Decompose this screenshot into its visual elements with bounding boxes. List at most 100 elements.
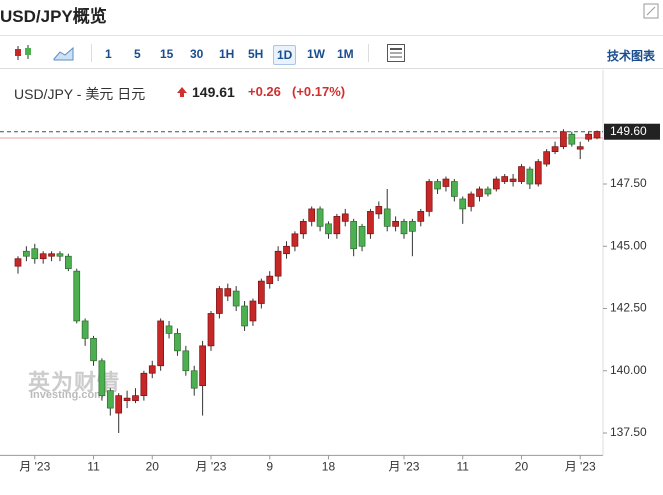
candle-body [81, 320, 89, 339]
price: 149.61 [192, 84, 235, 100]
candle-body [182, 350, 190, 372]
candle-body [560, 131, 567, 148]
instrument-name: USD/JPY - 美元 日元 [14, 86, 146, 102]
interval-selected[interactable]: 1D [273, 45, 297, 65]
up-arrow [177, 87, 187, 97]
candle-body [585, 133, 592, 140]
candle-body [518, 166, 525, 182]
candle-body [257, 280, 265, 304]
candle-body [333, 216, 341, 235]
candle-body [48, 253, 55, 257]
last-price-label: 149.60 [610, 124, 647, 138]
candle-body [216, 288, 223, 314]
y-tick-label: 140.00 [610, 363, 647, 377]
interval[interactable]: 30 [190, 47, 204, 61]
candle-body [90, 338, 97, 362]
change-percent: (+0.17%) [292, 84, 346, 99]
candle-body [165, 325, 173, 334]
candle-body [459, 198, 467, 210]
candle-body [492, 178, 500, 190]
candle-body [73, 270, 81, 322]
candle-body [23, 250, 30, 257]
interval[interactable]: 1M [337, 47, 354, 61]
candle-body [232, 290, 240, 307]
interval[interactable]: 5H [248, 47, 264, 61]
area-icon[interactable] [52, 43, 76, 63]
y-tick-label: 147.50 [610, 176, 647, 190]
separator [91, 44, 92, 62]
candle-body [476, 188, 483, 197]
candle-body [249, 300, 257, 322]
separator [368, 44, 369, 62]
interval[interactable]: 15 [160, 47, 174, 61]
y-tick-label: 142.50 [610, 301, 647, 315]
candle-body [39, 253, 47, 260]
candle-body [467, 193, 475, 207]
candle-body [224, 288, 232, 297]
candle-body [98, 360, 106, 396]
candle-body [157, 320, 165, 367]
candle-body [56, 253, 64, 257]
candle-body [400, 221, 408, 235]
interval[interactable]: 1H [219, 47, 235, 61]
candle-body [316, 208, 324, 227]
candle-body [106, 390, 114, 409]
candle-body [501, 176, 509, 182]
candle-body [576, 146, 584, 150]
y-tick-label: 145.00 [610, 238, 647, 252]
candle-body [392, 221, 399, 227]
candle-body [442, 178, 450, 187]
candle-body [115, 395, 123, 414]
candle-body [241, 305, 248, 327]
x-tick-label: 月 '23 [196, 460, 227, 474]
candle-body [543, 151, 551, 165]
candle-body [526, 168, 534, 185]
x-tick-label: 9 [266, 460, 273, 474]
candle-body [509, 178, 517, 182]
candle-body [283, 245, 290, 255]
last-price-box [604, 123, 660, 140]
candle-body [383, 208, 391, 227]
candle-body [534, 161, 542, 185]
candle-body [291, 233, 299, 247]
candle-body [148, 365, 156, 374]
settings-icon[interactable] [386, 43, 406, 63]
candle-body [593, 131, 601, 139]
page-title: USD/JPY概览 [0, 7, 107, 26]
y-tick-label: 137.50 [610, 425, 647, 439]
interval[interactable]: 5 [134, 47, 141, 61]
candle-body [31, 248, 39, 260]
x-tick-label: 11 [87, 460, 100, 474]
candle-body [568, 133, 576, 145]
x-tick-label: 20 [515, 460, 529, 474]
x-tick-label: 月 '23 [565, 460, 596, 474]
candle-body [274, 250, 282, 277]
chart-link[interactable]: 技术图表 [606, 49, 655, 63]
candle-body [350, 221, 358, 250]
expand-icon[interactable] [643, 3, 659, 19]
candle-body [174, 333, 181, 352]
candle-body [434, 181, 441, 190]
x-tick-label: 18 [322, 460, 336, 474]
candle-body [308, 208, 316, 222]
candle-body [132, 395, 139, 401]
candle-body [325, 223, 332, 235]
candle-body [409, 221, 416, 232]
candle-body [299, 221, 307, 235]
x-tick-label: 月 '23 [19, 460, 50, 474]
x-tick-label: 20 [146, 460, 160, 474]
candle-body [425, 181, 433, 212]
interval[interactable]: 1 [105, 47, 112, 61]
candle-body [266, 275, 274, 284]
candle-body [367, 211, 374, 235]
candle-body [484, 188, 492, 195]
candle-body [14, 258, 22, 267]
candle-icon[interactable] [12, 43, 36, 63]
candle-body [341, 213, 349, 222]
candle-body [123, 397, 131, 401]
interval[interactable]: 1W [307, 47, 325, 61]
candle-body [375, 206, 383, 215]
candle-body [207, 313, 215, 347]
candle-body [358, 225, 366, 247]
